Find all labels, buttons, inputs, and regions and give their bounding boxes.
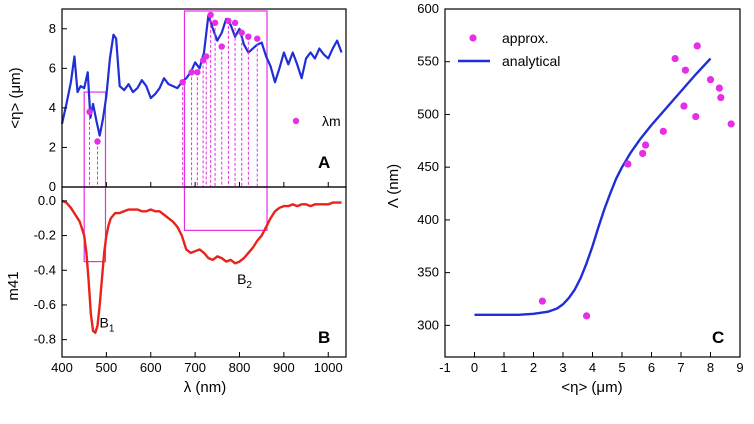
- panel-c-approx-point: [715, 84, 723, 92]
- panel-a-ytick-label: 0: [49, 179, 56, 194]
- panel-c-ytick-label: 450: [417, 159, 439, 174]
- legend-lambda-m-label: λm: [322, 113, 341, 129]
- panel-b-annotation-b2: B2: [237, 271, 252, 291]
- panel-b-xlabel: λ (nm): [184, 379, 227, 396]
- panel-b-box-b2: [183, 186, 268, 231]
- panel-b-xtick-label: 500: [96, 360, 118, 375]
- panel-a-lambda-m-point: [94, 138, 101, 145]
- panel-c-approx-point: [693, 42, 701, 50]
- panel-c-approx-point: [717, 93, 725, 102]
- panel-a-ylabel: <η> (μm): [7, 67, 24, 128]
- panel-b-ylabel: m41: [5, 271, 22, 300]
- panel-b-ytick-label: -0.8: [34, 332, 56, 347]
- panel-a-ytick-label: 4: [49, 100, 56, 115]
- panel-c: 300 350 400 450 500 550 600 -1 0 1 2 3 4 5 6 7 8 9 Λ (nm…: [385, 1, 744, 396]
- panel-c-analytical-line: [474, 57, 712, 317]
- panel-c-approx-point: [624, 160, 632, 168]
- panel-c-xtick-label: 6: [648, 360, 655, 375]
- panel-c-approx-point: [681, 66, 690, 74]
- panel-b-series-line: [61, 199, 342, 334]
- panel-b-ytick-label: -0.6: [34, 297, 56, 312]
- panel-c-xtick-label: 5: [618, 360, 625, 375]
- panel-a-ytick-label: 2: [49, 139, 56, 154]
- panel-a-frame: [61, 8, 347, 188]
- panel-b-ytick-label: 0.0: [38, 193, 56, 208]
- panel-a-box-b1: [83, 91, 107, 188]
- panel-a-lambda-m-point: [207, 11, 214, 19]
- panel-b-annotation-sub: 1: [109, 323, 115, 334]
- panel-b-frame: [61, 186, 347, 358]
- panel-b-letter: B: [318, 328, 330, 347]
- panel-a-lambda-m-point: [245, 33, 252, 40]
- panel-a-ytick-label: 8: [49, 21, 56, 36]
- panel-b-xtick-label: 600: [140, 360, 162, 375]
- panel-a-lambda-m-point: [238, 29, 245, 36]
- panel-a-lambda-m-point: [225, 17, 232, 25]
- panel-c-xtick-label: 3: [559, 360, 566, 375]
- panel-c-xtick-label: 0: [471, 360, 478, 375]
- panel-c-ylabel: Λ (nm): [385, 164, 402, 208]
- panel-c-ytick-label: 600: [417, 1, 439, 16]
- panel-c-approx-point: [538, 297, 546, 305]
- panel-c-letter: C: [712, 328, 724, 347]
- panel-b-xtick-label: 800: [229, 360, 251, 375]
- panel-c-ytick-label: 400: [417, 212, 439, 227]
- panel-c-xtick-label: 8: [707, 360, 714, 375]
- legend-lambda-m-marker: [292, 117, 300, 125]
- panel-c-ytick-label: 550: [417, 54, 439, 69]
- panel-b-box-b1: [83, 186, 107, 263]
- panel-a-lambda-m-point: [188, 69, 195, 76]
- panel-c-approx-point: [642, 141, 650, 149]
- panel-c-xlabel: <η> (μm): [561, 379, 622, 396]
- panel-a-lambda-m-point: [218, 43, 225, 50]
- panel-a-letter: A: [318, 153, 330, 172]
- panel-a-ytick-label: 6: [49, 60, 56, 75]
- panel-c-approx-point: [680, 102, 688, 110]
- legend-analytical-label: analytical: [502, 53, 560, 69]
- panel-a-lambda-m-point: [231, 19, 239, 27]
- panel-a-lambda-m-point: [86, 108, 93, 116]
- panel-b-annotation-sub: 2: [246, 280, 252, 291]
- panel-b-ytick-label: -0.4: [34, 262, 56, 277]
- panel-a-lambda-m-point: [203, 53, 210, 60]
- panel-c-approx-point: [671, 54, 679, 63]
- panel-b-xtick-label: 1000: [314, 360, 343, 375]
- panel-a-lambda-m-point: [194, 69, 201, 76]
- panel-c-approx-point: [692, 112, 700, 121]
- panel-c-ytick-label: 350: [417, 265, 439, 280]
- legend-approx-label: approx.: [502, 30, 549, 46]
- panel-c-xtick-label: 1: [500, 360, 507, 375]
- panel-a-series-line: [60, 13, 343, 137]
- panel-c-approx-point: [583, 312, 591, 320]
- panel-c-approx-point: [639, 149, 647, 158]
- panel-b-xtick-label: 900: [273, 360, 295, 375]
- panel-b-xtick-label: 700: [184, 360, 206, 375]
- panel-c-xtick-label: 7: [677, 360, 684, 375]
- panel-a-lambda-m-point: [179, 78, 186, 86]
- panel-a-lambda-m-point: [254, 35, 261, 42]
- panel-c-xtick-label: 4: [589, 360, 596, 375]
- panel-c-ytick-label: 300: [417, 317, 439, 332]
- panel-c-ytick-label: 500: [417, 106, 439, 121]
- panel-a-lambda-m-point: [211, 19, 219, 27]
- panel-b: 0.0 -0.2 -0.4 -0.6 -0.8 400 500 600 700 800 900 10…: [5, 186, 347, 396]
- panel-c-xtick-label: 9: [736, 360, 743, 375]
- panel-b-annotation-b1: B1: [100, 314, 115, 334]
- panel-c-approx-point: [659, 127, 667, 135]
- panel-a: 0 2 4 6 8 <η> (μm) A λm: [7, 8, 347, 194]
- panel-c-xtick-label: 2: [530, 360, 537, 375]
- legend-approx-marker: [469, 34, 477, 42]
- panel-b-ytick-label: -0.2: [34, 228, 56, 243]
- panel-c-approx-point: [727, 120, 735, 128]
- panel-c-approx-point: [706, 76, 715, 84]
- panel-c-xtick-label: -1: [439, 360, 451, 375]
- panel-b-xtick-label: 400: [51, 360, 73, 375]
